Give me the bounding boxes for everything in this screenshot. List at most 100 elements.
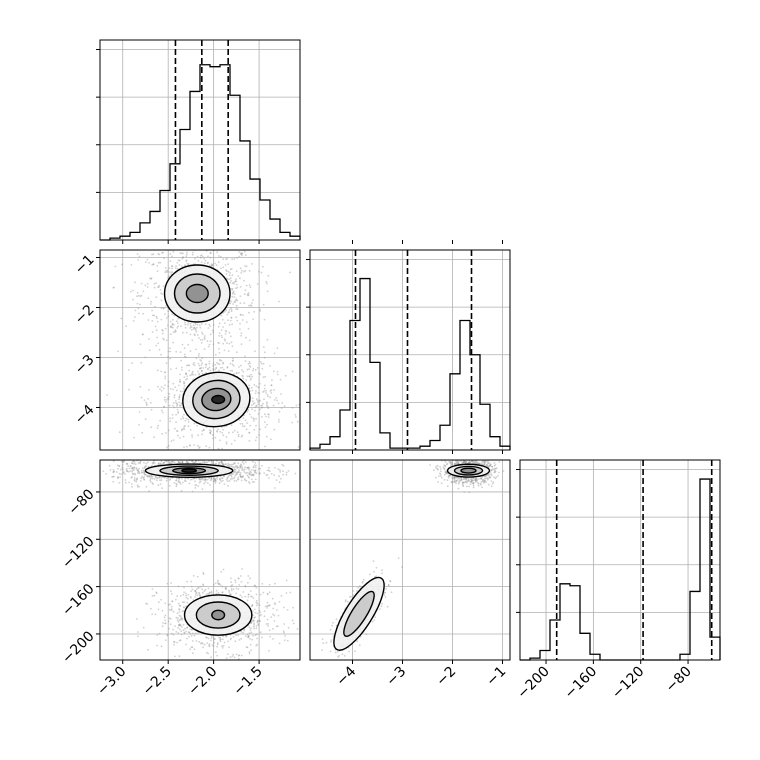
sample-point bbox=[248, 626, 251, 629]
sample-point bbox=[217, 325, 220, 328]
sample-point bbox=[156, 369, 159, 372]
sample-point bbox=[490, 469, 493, 472]
sample-point bbox=[197, 434, 200, 437]
sample-point bbox=[132, 467, 134, 470]
sample-point bbox=[242, 375, 244, 378]
sample-point bbox=[231, 473, 234, 476]
sample-point bbox=[254, 616, 256, 619]
sample-point bbox=[212, 364, 214, 367]
sample-point bbox=[475, 456, 477, 458]
sample-point bbox=[153, 286, 156, 289]
sample-point bbox=[257, 391, 260, 394]
sample-point bbox=[184, 264, 186, 267]
sample-point bbox=[245, 379, 248, 381]
sample-point bbox=[173, 640, 175, 643]
sample-point bbox=[292, 667, 294, 669]
sample-point bbox=[230, 310, 233, 313]
sample-point bbox=[176, 461, 178, 463]
sample-point bbox=[150, 300, 153, 303]
sample-point bbox=[256, 643, 259, 646]
sample-point bbox=[252, 466, 255, 468]
sample-point bbox=[151, 263, 154, 266]
sample-point bbox=[225, 657, 228, 659]
sample-point bbox=[182, 380, 185, 383]
sample-point bbox=[192, 477, 195, 480]
sample-point bbox=[458, 481, 460, 484]
sample-point bbox=[229, 456, 231, 458]
sample-point bbox=[239, 463, 242, 466]
sample-point bbox=[209, 369, 212, 372]
sample-point bbox=[249, 390, 252, 392]
sample-point bbox=[149, 477, 152, 480]
sample-point bbox=[218, 482, 221, 484]
sample-point bbox=[167, 385, 170, 388]
sample-point bbox=[223, 230, 225, 232]
sample-point bbox=[229, 319, 232, 322]
sample-point bbox=[227, 484, 229, 487]
sample-point bbox=[485, 457, 487, 459]
sample-point bbox=[181, 477, 183, 480]
sample-point bbox=[156, 477, 159, 480]
sample-point bbox=[248, 368, 251, 370]
sample-point bbox=[246, 474, 249, 477]
sample-point bbox=[118, 465, 121, 467]
sample-point bbox=[313, 477, 315, 479]
sample-point bbox=[493, 468, 495, 471]
sample-point bbox=[222, 266, 225, 269]
sample-point bbox=[218, 478, 221, 481]
sample-point bbox=[259, 408, 261, 411]
sample-point bbox=[143, 461, 145, 464]
sample-point bbox=[169, 420, 172, 423]
sample-point bbox=[124, 479, 127, 481]
sample-point bbox=[205, 366, 207, 368]
sample-point bbox=[160, 318, 163, 321]
sample-point bbox=[233, 656, 236, 659]
sample-point bbox=[196, 255, 199, 258]
sample-point bbox=[177, 410, 180, 413]
panel-frame bbox=[519, 459, 721, 661]
sample-point bbox=[175, 485, 178, 488]
sample-point bbox=[194, 590, 197, 592]
sample-point bbox=[252, 318, 255, 320]
sample-point bbox=[160, 353, 163, 356]
sample-point bbox=[156, 479, 158, 482]
sample-point bbox=[234, 280, 237, 283]
sample-point bbox=[159, 462, 162, 465]
sample-point bbox=[266, 290, 269, 293]
sample-point bbox=[219, 584, 222, 586]
sample-point bbox=[444, 470, 447, 473]
sample-point bbox=[241, 252, 243, 255]
sample-point bbox=[154, 325, 157, 328]
sample-point bbox=[143, 458, 145, 460]
sample-point bbox=[234, 462, 236, 465]
sample-point bbox=[254, 584, 256, 587]
sample-point bbox=[454, 463, 457, 465]
sample-point bbox=[210, 637, 213, 639]
sample-point bbox=[251, 389, 254, 392]
sample-point bbox=[447, 475, 450, 477]
sample-point bbox=[210, 477, 213, 480]
sample-point bbox=[296, 420, 299, 423]
sample-point bbox=[159, 419, 162, 422]
sample-point bbox=[105, 473, 107, 475]
sample-point bbox=[133, 472, 136, 475]
sample-point bbox=[278, 418, 280, 421]
sample-point bbox=[228, 308, 231, 311]
sample-point bbox=[185, 417, 188, 420]
sample-point bbox=[491, 468, 494, 470]
sample-point bbox=[222, 644, 225, 647]
sample-point bbox=[137, 470, 140, 473]
sample-point bbox=[252, 419, 255, 422]
sample-point bbox=[176, 241, 178, 243]
sample-point bbox=[475, 479, 478, 481]
sample-point bbox=[240, 476, 243, 478]
sample-point bbox=[191, 251, 194, 254]
sample-point bbox=[210, 476, 213, 479]
sample-point bbox=[220, 570, 223, 573]
sample-point bbox=[149, 607, 152, 610]
sample-point bbox=[234, 640, 237, 643]
sample-point bbox=[161, 432, 164, 435]
sample-point bbox=[202, 478, 205, 481]
sample-point bbox=[198, 477, 200, 480]
sample-point bbox=[146, 461, 149, 464]
